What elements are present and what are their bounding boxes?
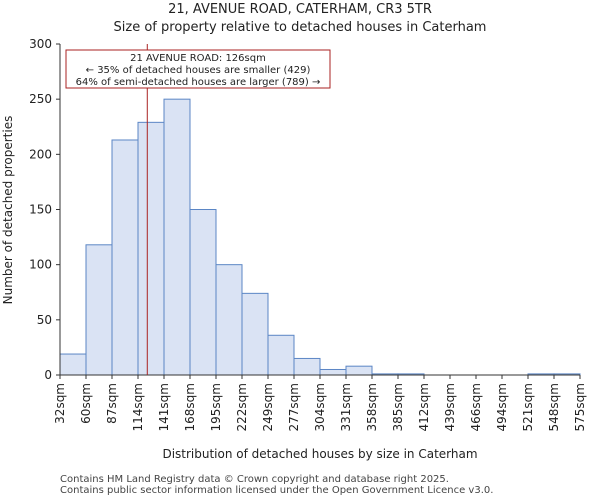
x-tick-label: 304sqm <box>313 383 327 431</box>
x-tick-label: 60sqm <box>79 383 93 424</box>
y-tick-label: 100 <box>29 258 52 272</box>
bar-331sqm <box>345 365 373 376</box>
x-tick-label: 87sqm <box>105 383 119 424</box>
x-tick-label: 548sqm <box>547 383 561 431</box>
y-axis-label: Number of detached properties <box>1 116 15 305</box>
y-tick-label: 200 <box>29 147 52 161</box>
bar-168sqm <box>189 209 217 376</box>
x-tick-label: 32sqm <box>53 383 67 424</box>
x-tick-label: 195sqm <box>209 383 223 431</box>
annotation-line-3: 64% of semi-detached houses are larger (… <box>76 77 321 88</box>
bar-195sqm <box>215 264 243 376</box>
x-tick-label: 331sqm <box>339 383 353 431</box>
bar-141sqm <box>163 98 191 376</box>
x-tick-label: 358sqm <box>365 383 379 431</box>
annotation-line-2: ← 35% of detached houses are smaller (42… <box>86 65 311 76</box>
y-tick-label: 50 <box>37 313 52 327</box>
y-tick-label: 150 <box>29 203 52 217</box>
bar-60sqm <box>85 244 113 376</box>
y-tick-label: 250 <box>29 92 52 106</box>
annotation-line-1: 21 AVENUE ROAD: 126sqm <box>130 53 266 64</box>
chart-title: 21, AVENUE ROAD, CATERHAM, CR3 5TR <box>168 2 432 17</box>
footer-line-1: Contains HM Land Registry data © Crown c… <box>60 474 449 485</box>
bar-222sqm <box>241 292 269 376</box>
bar-32sqm <box>59 353 87 376</box>
x-tick-label: 222sqm <box>235 383 249 431</box>
x-tick-label: 277sqm <box>287 383 301 431</box>
x-axis-label: Distribution of detached houses by size … <box>162 447 477 461</box>
x-tick-label: 494sqm <box>495 383 509 431</box>
bar-304sqm <box>319 368 347 376</box>
bar-87sqm <box>111 139 139 376</box>
bar-277sqm <box>293 357 321 376</box>
x-tick-label: 249sqm <box>261 383 275 431</box>
x-tick-label: 575sqm <box>573 383 587 431</box>
y-tick-label: 300 <box>29 37 52 51</box>
bar-114sqm <box>137 121 165 376</box>
x-tick-label: 412sqm <box>417 383 431 431</box>
x-tick-label: 466sqm <box>469 383 483 431</box>
footer-line-2: Contains public sector information licen… <box>60 485 494 496</box>
bar-249sqm <box>267 334 295 376</box>
y-tick-label: 0 <box>44 368 52 382</box>
x-tick-label: 114sqm <box>131 383 145 431</box>
x-tick-label: 168sqm <box>183 383 197 431</box>
x-tick-label: 521sqm <box>521 383 535 431</box>
annotation-box <box>65 49 331 89</box>
x-tick-label: 439sqm <box>443 383 457 431</box>
x-tick-label: 385sqm <box>391 383 405 431</box>
x-tick-label: 141sqm <box>157 383 171 431</box>
chart-subtitle: Size of property relative to detached ho… <box>113 20 487 35</box>
